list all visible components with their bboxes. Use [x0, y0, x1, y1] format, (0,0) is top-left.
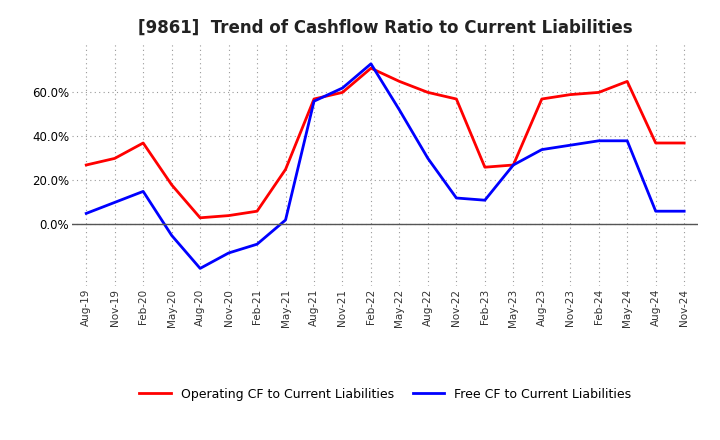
Line: Operating CF to Current Liabilities: Operating CF to Current Liabilities	[86, 68, 684, 218]
Free CF to Current Liabilities	[110, 200, 119, 205]
Operating CF to Current Liabilities	[623, 79, 631, 84]
Operating CF to Current Liabilities	[566, 92, 575, 97]
Operating CF to Current Liabilities	[196, 215, 204, 220]
Free CF to Current Liabilities	[366, 61, 375, 66]
Operating CF to Current Liabilities	[423, 90, 432, 95]
Operating CF to Current Liabilities	[395, 79, 404, 84]
Operating CF to Current Liabilities	[595, 90, 603, 95]
Operating CF to Current Liabilities	[110, 156, 119, 161]
Operating CF to Current Liabilities	[225, 213, 233, 218]
Operating CF to Current Liabilities	[537, 96, 546, 102]
Free CF to Current Liabilities	[623, 138, 631, 143]
Free CF to Current Liabilities	[139, 189, 148, 194]
Operating CF to Current Liabilities	[282, 167, 290, 172]
Operating CF to Current Liabilities	[452, 96, 461, 102]
Operating CF to Current Liabilities	[680, 140, 688, 146]
Free CF to Current Liabilities	[282, 217, 290, 223]
Free CF to Current Liabilities	[395, 107, 404, 113]
Free CF to Current Liabilities	[338, 85, 347, 91]
Free CF to Current Liabilities	[423, 156, 432, 161]
Operating CF to Current Liabilities	[366, 66, 375, 71]
Free CF to Current Liabilities	[310, 99, 318, 104]
Operating CF to Current Liabilities	[480, 165, 489, 170]
Operating CF to Current Liabilities	[338, 90, 347, 95]
Free CF to Current Liabilities	[652, 209, 660, 214]
Free CF to Current Liabilities	[680, 209, 688, 214]
Free CF to Current Liabilities	[452, 195, 461, 201]
Free CF to Current Liabilities	[537, 147, 546, 152]
Operating CF to Current Liabilities	[509, 162, 518, 168]
Title: [9861]  Trend of Cashflow Ratio to Current Liabilities: [9861] Trend of Cashflow Ratio to Curren…	[138, 19, 632, 37]
Free CF to Current Liabilities	[509, 162, 518, 168]
Operating CF to Current Liabilities	[652, 140, 660, 146]
Operating CF to Current Liabilities	[167, 182, 176, 187]
Legend: Operating CF to Current Liabilities, Free CF to Current Liabilities: Operating CF to Current Liabilities, Fre…	[135, 383, 636, 406]
Free CF to Current Liabilities	[82, 211, 91, 216]
Free CF to Current Liabilities	[225, 250, 233, 256]
Line: Free CF to Current Liabilities: Free CF to Current Liabilities	[86, 64, 684, 268]
Free CF to Current Liabilities	[566, 143, 575, 148]
Free CF to Current Liabilities	[167, 233, 176, 238]
Free CF to Current Liabilities	[480, 198, 489, 203]
Operating CF to Current Liabilities	[139, 140, 148, 146]
Operating CF to Current Liabilities	[310, 96, 318, 102]
Operating CF to Current Liabilities	[253, 209, 261, 214]
Operating CF to Current Liabilities	[82, 162, 91, 168]
Free CF to Current Liabilities	[595, 138, 603, 143]
Free CF to Current Liabilities	[196, 266, 204, 271]
Free CF to Current Liabilities	[253, 242, 261, 247]
